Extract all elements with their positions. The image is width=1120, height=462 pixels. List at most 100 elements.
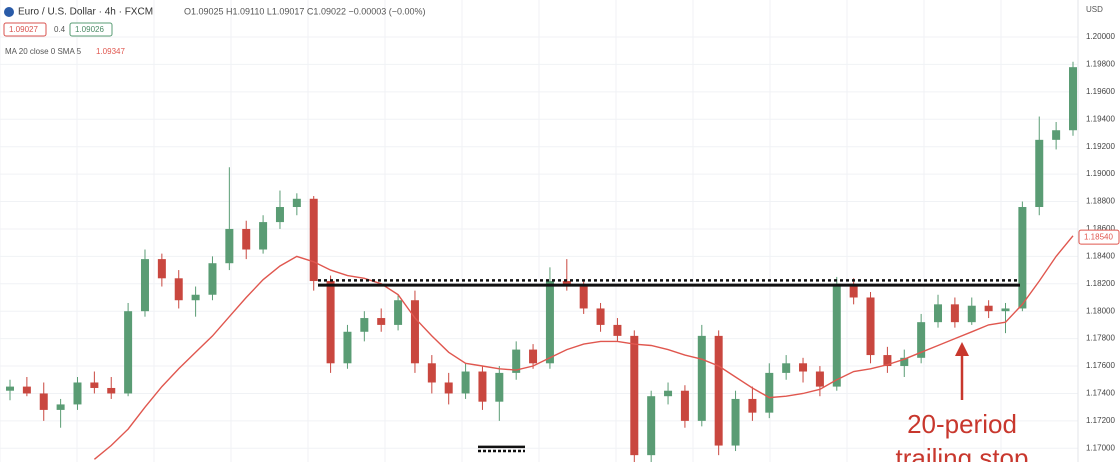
- candle-body: [1035, 139, 1044, 208]
- candle-body: [984, 305, 993, 312]
- candle-body: [849, 283, 858, 298]
- y-tick-label: 1.17800: [1086, 334, 1115, 343]
- candle-body: [360, 318, 369, 332]
- ma-legend: MA 20 close 0 SMA 5: [5, 47, 82, 56]
- candle-body: [748, 398, 757, 413]
- candle-body: [242, 228, 251, 250]
- candle-body: [225, 228, 234, 264]
- y-tick-label: 1.18800: [1086, 197, 1115, 206]
- y-tick-label: 1.19400: [1086, 114, 1115, 123]
- candle-body: [1001, 308, 1010, 312]
- box-text: 1.09026: [75, 25, 104, 34]
- candle-body: [174, 278, 183, 301]
- candle-body: [815, 371, 824, 387]
- candle-body: [934, 304, 943, 323]
- candle-body: [1069, 67, 1077, 131]
- ma-axis-label: 1.18540: [1084, 232, 1113, 241]
- y-tick-label: 1.17400: [1086, 389, 1115, 398]
- y-tick-label: 1.18600: [1086, 224, 1115, 233]
- ma-axis-tag: [1078, 229, 1120, 245]
- candle-body: [39, 393, 48, 410]
- candle-body: [950, 304, 959, 323]
- candle-body: [883, 355, 892, 367]
- candle-body: [90, 382, 99, 388]
- candle-body: [292, 198, 301, 208]
- plot: 20-period trailing stop: [6, 61, 1077, 462]
- ma-line: [93, 235, 1074, 460]
- box-text: 0.4: [54, 25, 66, 34]
- ma-legend-value: 1.09347: [96, 47, 125, 56]
- candle-body: [22, 386, 31, 394]
- candle-body: [782, 363, 791, 373]
- candle-body: [832, 283, 841, 387]
- symbol-icon: [4, 7, 14, 17]
- candle-body: [107, 387, 116, 394]
- candle-body: [1018, 207, 1027, 309]
- arrow-head: [955, 342, 969, 356]
- candle-body: [343, 331, 352, 364]
- candle-body: [461, 371, 470, 394]
- candle-body: [6, 386, 14, 391]
- grid: [0, 0, 1078, 462]
- candle-body: [799, 363, 808, 372]
- candle-body: [208, 263, 217, 295]
- candle-body: [900, 357, 909, 367]
- candle-body: [613, 324, 622, 336]
- annotation: 20-period: [907, 409, 1017, 439]
- box-text: 1.09027: [9, 25, 38, 34]
- candle-body: [56, 404, 65, 410]
- candle-body: [191, 294, 200, 301]
- candle-body: [309, 198, 318, 282]
- y-tick-label: 1.20000: [1086, 32, 1115, 41]
- candle-body: [866, 297, 875, 356]
- candle-body: [697, 335, 706, 421]
- candle-body: [410, 300, 419, 364]
- y-tick-label: 1.19600: [1086, 87, 1115, 96]
- y-tick-label: 1.19200: [1086, 142, 1115, 151]
- candle-body: [124, 311, 133, 394]
- candle-body: [444, 382, 453, 394]
- chart-title: Euro / U.S. Dollar · 4h · FXCM: [18, 7, 153, 18]
- candle-body: [73, 382, 82, 405]
- y-tick-label: 1.19000: [1086, 169, 1115, 178]
- box: [69, 22, 113, 37]
- candle-body: [664, 390, 673, 397]
- candle-body: [478, 371, 487, 402]
- candle-body: [579, 286, 588, 309]
- candle-body: [596, 308, 605, 325]
- candle-body: [714, 335, 723, 446]
- candle-body: [680, 390, 689, 421]
- candle-body: [765, 372, 774, 413]
- candle-body: [630, 335, 639, 456]
- box: [3, 22, 47, 37]
- y-tick-label: 1.18000: [1086, 306, 1115, 315]
- candle-body: [140, 259, 149, 312]
- candle-body: [394, 300, 403, 325]
- y-tick-label: 1.19800: [1086, 60, 1115, 69]
- candle-body: [377, 318, 386, 325]
- candle-body: [967, 305, 976, 323]
- candle-body: [731, 398, 740, 446]
- candle-body: [529, 349, 538, 364]
- candle-body: [275, 207, 284, 223]
- candle-body: [427, 363, 436, 383]
- candle-body: [917, 322, 926, 358]
- candle-body: [545, 281, 554, 364]
- currency: USD: [1086, 5, 1103, 14]
- y-tick-label: 1.17600: [1086, 361, 1115, 370]
- candle-body: [259, 222, 268, 250]
- y-tick-label: 1.18200: [1086, 279, 1115, 288]
- candle-body: [1052, 130, 1061, 140]
- candle-body: [157, 259, 166, 279]
- candle-body: [495, 372, 504, 402]
- annotation: trailing stop: [896, 443, 1029, 462]
- ohlc-readout: O1.09025 H1.09110 L1.09017 C1.09022 −0.0…: [184, 6, 426, 16]
- candle-body: [512, 349, 521, 373]
- price-axis: 1.17000 1.17200 1.17400 1.17600 1.17800 1.180…: [1078, 32, 1120, 452]
- candle-body: [326, 281, 335, 364]
- y-tick-label: 1.17000: [1086, 443, 1115, 452]
- y-tick-label: 1.17200: [1086, 416, 1115, 425]
- y-tick-label: 1.18400: [1086, 251, 1115, 260]
